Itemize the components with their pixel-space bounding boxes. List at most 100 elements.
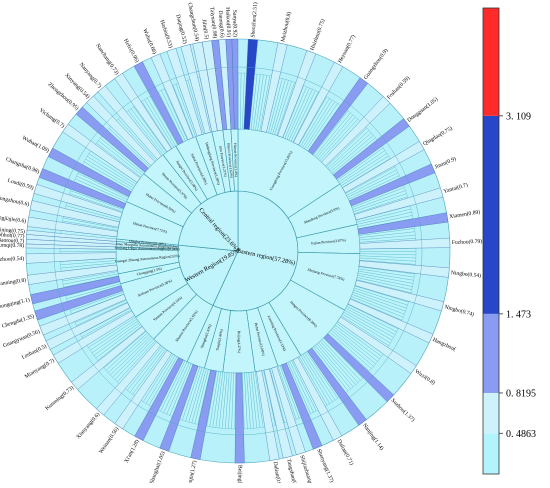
city-segment-nanchang (114, 73, 172, 153)
city-segment-shanghai (159, 364, 199, 452)
city-label: Hohhot(0.77) (0, 231, 25, 240)
city-segment-yantai (354, 187, 444, 221)
city-label: Weinan(0.56) (97, 426, 120, 455)
city-label: Leshan(0.5) (21, 343, 48, 361)
city-label: Huizhou(0.75) (309, 18, 327, 51)
city-segment-weinan (114, 350, 172, 430)
city-label: Kunming(0.73) (44, 384, 75, 412)
city-label: Dalian(0.61) (272, 461, 284, 483)
city-segment-ningbo (354, 280, 445, 312)
city-segment-hangzhou (347, 298, 434, 344)
province-label: Hainan Province(1.4%) (233, 143, 238, 178)
city-label: Xianyang(0.6) (75, 411, 102, 440)
province-label: Inner Mongolia Autonomous Region(0.8%) (116, 242, 180, 250)
city-label: Wuhan(1.09) (21, 134, 50, 154)
city-segment-wuhu (150, 53, 194, 140)
city-label: Shenzhen(2.51) (249, 2, 258, 38)
city-label: Wuxi(0.8) (413, 368, 436, 387)
province-label: Shanxi Province(1.62%) (226, 143, 233, 179)
city-label: Chongqing(1.1) (0, 296, 31, 311)
city-segment-xiamen (357, 212, 449, 235)
city-segment-mianyang (53, 310, 135, 364)
city-label: Qingdao(0.75) (422, 125, 454, 147)
province-label: Beijing(4.27%) (237, 331, 241, 354)
city-segment-qingdao (342, 141, 425, 193)
city-segment-qinzhou (25, 252, 117, 264)
province-label: Jilin Province(2.21%) (218, 145, 227, 178)
city-label: Shanghai(1.05) (148, 450, 167, 483)
city-segment-nanjing (307, 347, 367, 426)
city-label: Haikou(0.91) (224, 7, 232, 37)
city-label: Hangzhou( (432, 336, 458, 353)
city-label: Taiyuan(0.98) (208, 7, 218, 39)
city-segment-guangzhou (307, 77, 368, 155)
city-segment-daqing (180, 44, 211, 134)
colorbar-tick-label: 1. 473 (506, 309, 531, 320)
city-label: Tianjin(1.27) (185, 460, 198, 483)
city-label: Jinan(0.9) (434, 155, 458, 170)
city-label: Wuhu(0.66) (141, 28, 158, 56)
city-label: Guangyuan(0.56) (2, 328, 41, 349)
city-segment-shenyang (281, 362, 323, 450)
city-label: Nanchang(0.73) (94, 42, 120, 76)
city-label: Mianyang(0.7) (23, 357, 55, 380)
city-label: Harbin(0.53) (158, 19, 174, 49)
city-segment-harbin (166, 48, 203, 137)
city-segment-leshan (45, 302, 131, 350)
city-label: Shenyang(1.37) (315, 448, 335, 483)
city-label: Changsha(0.98) (5, 156, 41, 176)
colorbar-tick-label: 3. 109 (506, 111, 531, 122)
city-label: Zhangjiajie(0.6) (0, 213, 27, 225)
colorbar-band (483, 115, 499, 314)
city-segment-sanya (231, 38, 239, 130)
city-label: Chengdu(1.35) (1, 313, 35, 330)
city-segment-zhangjiajie (27, 216, 118, 238)
province-label: Fujian Province(3.87%) (311, 238, 347, 245)
city-segment-zhengzhou (75, 106, 149, 173)
city-segment-hefei (133, 61, 184, 145)
city-segment-tianjin (190, 369, 217, 460)
city-label: Xi'an(1.28) (123, 438, 141, 464)
city-segment-shijiazhuang (271, 366, 306, 456)
city-segment-chengdu (34, 285, 123, 321)
city-label: Fuzhou(0.79) (452, 238, 483, 246)
city-label: Urumqi(0.78) (0, 241, 24, 249)
city-label: Xining(0.75) (0, 226, 25, 236)
city-label: Suzhou(1.37) (390, 397, 417, 423)
colorbar-band (483, 392, 499, 434)
city-segment-huizhou (277, 50, 317, 138)
city-segment-jinan (349, 163, 436, 207)
city-label: Loudi(0.59) (7, 177, 35, 192)
city-segment-dalian (256, 370, 280, 461)
colorbar-tick-label: 0. 4863 (506, 429, 536, 440)
ring-separator (53, 66, 423, 436)
province-label: Tianjin(2.48%) (215, 328, 223, 351)
city-label: Daqing(0.52) (174, 14, 188, 45)
city-segment-heyuan (293, 61, 344, 146)
city-segment-wuhan (47, 147, 132, 197)
city-label: Nanyang(0.7) (78, 61, 103, 89)
city-label: Changchun(0.54) (186, 2, 200, 42)
city-label: Xiamen(0.89) (449, 208, 481, 220)
city-segment-kunming (71, 326, 146, 390)
city-segment-shenzhen (243, 39, 258, 130)
province-label: Guangxi Zhuang Autonomous Region(3.6%) (115, 254, 181, 264)
city-segment-xi-an (134, 357, 184, 441)
city-segment-xinyang (86, 95, 156, 166)
province-label: Chongqing(1.5%) (136, 266, 163, 276)
city-label: Dongguan(1.05) (406, 96, 440, 124)
city-label: Beijing(1.14) (236, 465, 243, 483)
city-segment-tangshan (263, 368, 293, 459)
city-label: Jilin(0.5) (200, 19, 210, 40)
province-label: Qinghai Province(0.36%) (129, 239, 167, 246)
city-segment-nanning (27, 264, 118, 285)
city-label: Tangshan(0.66) (285, 458, 300, 483)
colorbar-band (483, 8, 499, 116)
colorbar-tick-label: 0. 8195 (506, 388, 536, 399)
city-label: Nanjing(1.14) (361, 422, 385, 452)
city-label: Yongzhou(0.6) (0, 194, 30, 208)
city-segment-changsha (38, 168, 126, 209)
city-label: Foshan(0.59) (385, 75, 411, 101)
